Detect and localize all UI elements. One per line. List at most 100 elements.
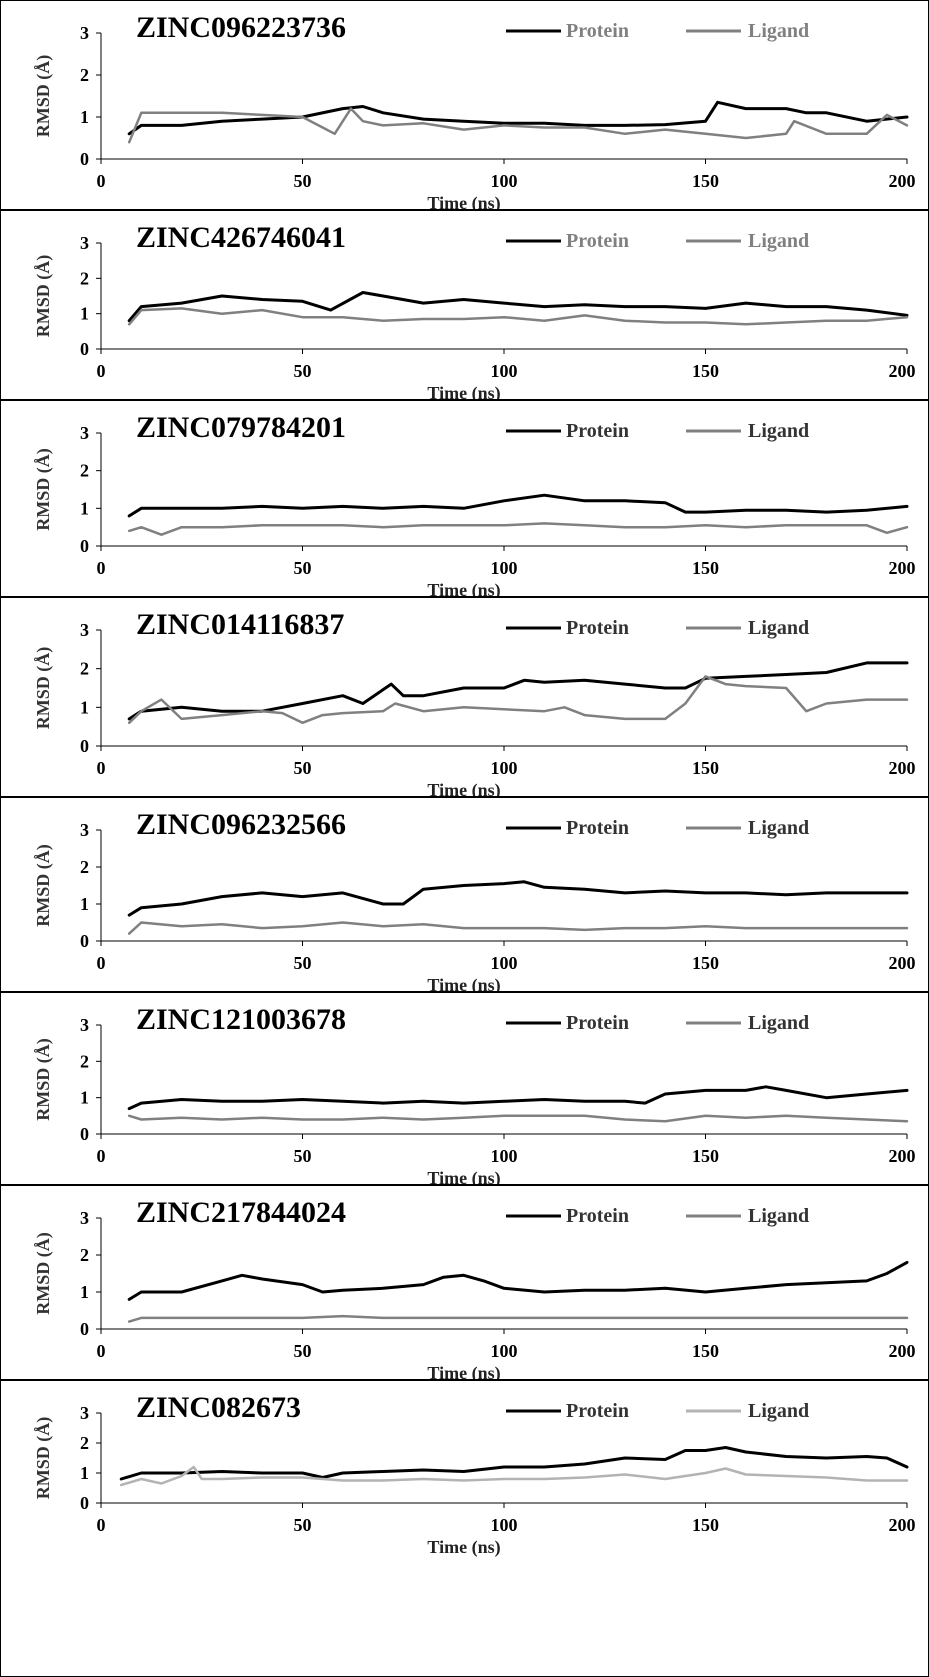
chart-panel: 0 1 2 3 0 50 100 150 200 RMSD (Å) Time (ns) ZINC079… xyxy=(0,400,929,597)
y-tick-label: 0 xyxy=(80,931,89,951)
y-tick-label: 3 xyxy=(80,233,89,253)
chart-panel: 0 1 2 3 0 50 100 150 200 RMSD (Å) Time (ns) ZINC014… xyxy=(0,597,929,797)
y-axis-label: RMSD (Å) xyxy=(33,1232,54,1315)
chart-panel: 0 1 2 3 0 50 100 150 200 RMSD (Å) Time (ns) ZINC426… xyxy=(0,210,929,400)
x-tick-label: 50 xyxy=(294,953,312,973)
x-tick-label: 50 xyxy=(294,758,312,778)
legend-ligand-label: Ligand xyxy=(748,420,809,442)
x-tick-label: 150 xyxy=(692,558,719,578)
x-tick-label: 150 xyxy=(692,361,719,381)
y-axis-label: RMSD (Å) xyxy=(33,1417,54,1500)
x-tick-label: 200 xyxy=(889,953,916,973)
rmsd-chart: 0 1 2 3 0 50 100 150 200 RMSD (Å) Time (ns) ZINC082… xyxy=(33,1391,916,1558)
x-tick-label: 200 xyxy=(889,1341,916,1361)
x-axis-label: Time (ns) xyxy=(427,1537,500,1558)
x-tick-label: 0 xyxy=(97,361,106,381)
chart-title: ZINC082673 xyxy=(136,1391,301,1424)
x-tick-label: 150 xyxy=(692,953,719,973)
x-tick-label: 0 xyxy=(97,1515,106,1535)
chart-title: ZINC121003678 xyxy=(136,1003,346,1036)
legend-ligand-label: Ligand xyxy=(748,230,809,252)
x-tick-label: 100 xyxy=(491,558,518,578)
x-tick-label: 50 xyxy=(294,558,312,578)
legend-protein-label: Protein xyxy=(566,1205,629,1227)
y-axis-label: RMSD (Å) xyxy=(33,647,54,730)
legend-protein-label: Protein xyxy=(566,230,629,252)
y-tick-label: 3 xyxy=(80,1015,89,1035)
chart-title: ZINC014116837 xyxy=(136,608,344,641)
chart-panel: 0 1 2 3 0 50 100 150 200 RMSD (Å) Time (ns) ZINC217… xyxy=(0,1185,929,1380)
rmsd-chart: 0 1 2 3 0 50 100 150 200 RMSD (Å) Time (ns) ZINC079… xyxy=(33,411,916,596)
x-axis-label: Time (ns) xyxy=(427,580,500,596)
legend-ligand-label: Ligand xyxy=(748,617,809,639)
x-tick-label: 150 xyxy=(692,1146,719,1166)
legend-ligand-label: Ligand xyxy=(748,1205,809,1227)
y-tick-label: 2 xyxy=(80,1433,89,1453)
x-tick-label: 150 xyxy=(692,758,719,778)
x-tick-label: 100 xyxy=(491,1515,518,1535)
y-tick-label: 1 xyxy=(80,1088,89,1108)
chart-title: ZINC217844024 xyxy=(136,1196,346,1229)
y-axis-label: RMSD (Å) xyxy=(33,844,54,927)
x-tick-label: 50 xyxy=(294,171,312,191)
x-axis-label: Time (ns) xyxy=(427,1168,500,1184)
y-axis-label: RMSD (Å) xyxy=(33,55,54,138)
x-axis-label: Time (ns) xyxy=(427,193,500,209)
y-axis-label: RMSD (Å) xyxy=(33,255,54,338)
chart-panel: 0 1 2 3 0 50 100 150 200 RMSD (Å) Time (ns) ZINC096… xyxy=(0,797,929,992)
y-axis-label: RMSD (Å) xyxy=(33,1038,54,1121)
x-tick-label: 200 xyxy=(889,361,916,381)
y-tick-label: 2 xyxy=(80,1245,89,1265)
y-tick-label: 0 xyxy=(80,1124,89,1144)
legend-protein-label: Protein xyxy=(566,20,629,42)
x-tick-label: 0 xyxy=(97,558,106,578)
x-axis-label: Time (ns) xyxy=(427,1363,500,1379)
legend-ligand-label: Ligand xyxy=(748,817,809,839)
y-tick-label: 2 xyxy=(80,1051,89,1071)
protein-rmsd-line xyxy=(127,880,909,917)
x-tick-label: 0 xyxy=(97,1146,106,1166)
x-tick-label: 200 xyxy=(889,558,916,578)
y-tick-label: 0 xyxy=(80,339,89,359)
legend-protein-label: Protein xyxy=(566,1012,629,1034)
y-tick-label: 3 xyxy=(80,1403,89,1423)
y-tick-label: 0 xyxy=(80,1319,89,1339)
legend-protein-label: Protein xyxy=(566,617,629,639)
protein-rmsd-line xyxy=(127,291,909,323)
y-tick-label: 1 xyxy=(80,1282,89,1302)
x-axis-label: Time (ns) xyxy=(427,383,500,399)
ligand-rmsd-line xyxy=(119,1465,909,1487)
x-tick-label: 200 xyxy=(889,758,916,778)
x-tick-label: 200 xyxy=(889,1515,916,1535)
protein-rmsd-line xyxy=(127,100,909,136)
legend-protein-label: Protein xyxy=(566,817,629,839)
y-tick-label: 2 xyxy=(80,659,89,679)
x-axis-label: Time (ns) xyxy=(427,975,500,991)
chart-title: ZINC079784201 xyxy=(136,411,346,444)
y-tick-label: 0 xyxy=(80,149,89,169)
x-tick-label: 0 xyxy=(97,758,106,778)
rmsd-chart: 0 1 2 3 0 50 100 150 200 RMSD (Å) Time (ns) ZINC096… xyxy=(33,11,916,209)
y-tick-label: 0 xyxy=(80,536,89,556)
protein-rmsd-line xyxy=(127,1085,909,1111)
ligand-rmsd-line xyxy=(127,307,909,326)
protein-rmsd-line xyxy=(127,1260,909,1301)
rmsd-chart: 0 1 2 3 0 50 100 150 200 RMSD (Å) Time (ns) ZINC426… xyxy=(33,221,916,399)
y-tick-label: 2 xyxy=(80,268,89,288)
x-tick-label: 100 xyxy=(491,361,518,381)
x-tick-label: 100 xyxy=(491,758,518,778)
rmsd-chart: 0 1 2 3 0 50 100 150 200 RMSD (Å) Time (ns) ZINC014… xyxy=(33,608,916,796)
chart-title: ZINC096223736 xyxy=(136,11,346,44)
x-tick-label: 50 xyxy=(294,1341,312,1361)
chart-title: ZINC096232566 xyxy=(136,808,346,841)
y-tick-label: 1 xyxy=(80,894,89,914)
y-tick-label: 0 xyxy=(80,736,89,756)
x-tick-label: 200 xyxy=(889,1146,916,1166)
legend-protein-label: Protein xyxy=(566,1400,629,1422)
ligand-rmsd-line xyxy=(127,1114,909,1123)
y-tick-label: 2 xyxy=(80,857,89,877)
chart-panel: 0 1 2 3 0 50 100 150 200 RMSD (Å) Time (ns) ZINC096… xyxy=(0,0,929,210)
ligand-rmsd-line xyxy=(127,1314,909,1323)
x-tick-label: 0 xyxy=(97,953,106,973)
x-tick-label: 100 xyxy=(491,953,518,973)
